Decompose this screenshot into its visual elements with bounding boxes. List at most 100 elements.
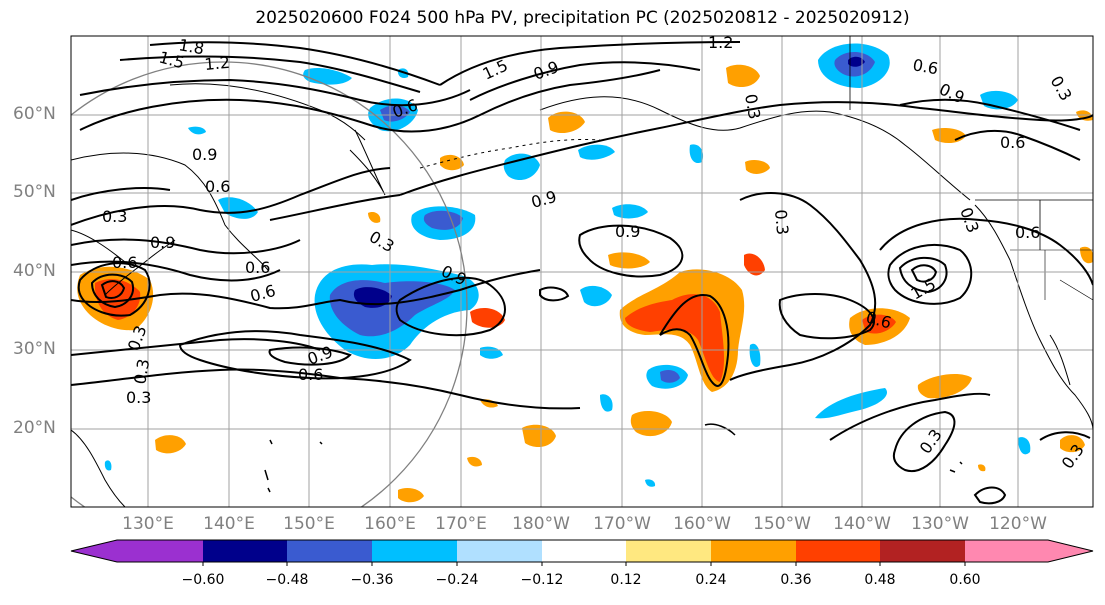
- colorbar-segment: [372, 540, 457, 562]
- plot-title: 2025020600 F024 500 hPa PV, precipitatio…: [255, 8, 910, 28]
- pv-contour: [100, 280, 126, 299]
- pv-contour: [887, 244, 973, 305]
- lon-label: 180°W: [512, 514, 570, 534]
- lon-label: 130°E: [122, 514, 174, 534]
- lon-label: 150°E: [283, 514, 335, 534]
- colorbar-segment: [626, 540, 711, 562]
- precip-positive-area: [917, 374, 972, 399]
- contour-label: 0.6: [911, 55, 939, 78]
- colorbar-tick-label: −0.60: [181, 572, 225, 588]
- pv-contour: [71, 338, 321, 356]
- pv-contour-low-loops: [77, 262, 151, 317]
- colorbar-segment: [711, 540, 796, 562]
- pv-contour: [79, 78, 471, 107]
- precip-positive-area: [625, 294, 725, 382]
- border-us-canada: [849, 36, 1093, 250]
- lon-label: 160°E: [364, 514, 416, 534]
- precip-positive-area: [470, 308, 505, 328]
- precip-negative-area: [380, 105, 410, 122]
- coastline-north-america: [974, 204, 1093, 431]
- precip-positive-area: [1080, 246, 1093, 264]
- precip-negative-area: [815, 388, 888, 419]
- pv-contour: [119, 55, 421, 93]
- contour-label: 1.2: [204, 53, 231, 74]
- precip-positive-area: [368, 212, 381, 223]
- precip-positive-area: [744, 253, 765, 276]
- lat-label: 20°N: [13, 418, 56, 438]
- lon-label: 140°W: [833, 514, 891, 534]
- precip-negative-area: [104, 460, 112, 471]
- precip-negative-area: [612, 204, 648, 219]
- precip-positive-area: [398, 488, 424, 503]
- colorbar-tick-label: 0.12: [610, 572, 642, 588]
- gridlines: [71, 36, 1093, 507]
- lon-label: 160°W: [673, 514, 731, 534]
- lat-label: 40°N: [13, 261, 56, 281]
- precip-negative-area: [645, 479, 656, 487]
- colorbar-segment: [796, 540, 880, 562]
- contour-label: 0.3: [130, 357, 153, 385]
- precip-positive-area: [155, 435, 186, 454]
- colorbar-segment: [880, 540, 965, 562]
- colorbar-segment: [457, 540, 542, 562]
- coastline-baja: [1049, 334, 1071, 386]
- pv-contour: [899, 98, 1081, 131]
- pv-contour: [269, 194, 401, 221]
- contour-label: 0.6: [298, 365, 323, 384]
- colorbar-tick-label: −0.24: [435, 572, 479, 588]
- pv-contour: [71, 167, 391, 226]
- pv-contour: [729, 192, 877, 381]
- pv-contour: [1039, 431, 1091, 441]
- pv-contour: [910, 264, 938, 283]
- coastline-east-asia-south: [71, 429, 126, 507]
- contour-label: 0.3: [126, 388, 151, 407]
- coastlines: [71, 36, 1093, 507]
- coastline-alaska: [539, 96, 971, 201]
- precip-positive-area: [978, 464, 986, 472]
- pv-contours: [71, 41, 1093, 505]
- border-states: [1010, 249, 1093, 301]
- colorbar-tick-label: −0.36: [350, 572, 394, 588]
- precip-positive-area: [467, 456, 482, 467]
- precip-positive-area: [630, 410, 672, 437]
- colorbar-extend-right: [1048, 540, 1093, 562]
- pv-contour: [149, 41, 441, 86]
- pv-contour: [79, 69, 661, 133]
- contour-label: 0.3: [741, 92, 764, 120]
- precip-positive-area: [608, 252, 650, 269]
- lon-label: 170°E: [435, 514, 487, 534]
- precip-positive-area: [94, 279, 141, 320]
- precip-positive-area: [440, 154, 464, 171]
- region-circle: [71, 61, 468, 507]
- lon-label: 170°W: [593, 514, 651, 534]
- contour-label: 0.6: [112, 253, 137, 272]
- contour-label: 1.2: [708, 33, 733, 52]
- pv-contour: [71, 187, 171, 201]
- colorbar-segment: [117, 540, 203, 562]
- colorbar-extend-left: [71, 540, 117, 562]
- contour-label: 1.8: [177, 35, 205, 58]
- lon-label: 130°W: [911, 514, 969, 534]
- colorbar-segment: [965, 540, 1048, 562]
- pv-contour: [659, 293, 730, 387]
- lon-label: 120°W: [989, 514, 1047, 534]
- lat-label: 50°N: [13, 182, 56, 202]
- pv-contour: [469, 61, 701, 101]
- contour-label: 0.9: [615, 222, 640, 241]
- contour-label: 0.6: [205, 177, 230, 196]
- precip-positive-area: [726, 64, 760, 88]
- map-frame: [70, 35, 1094, 508]
- lon-label: 140°E: [203, 514, 255, 534]
- contour-label: 0.3: [771, 209, 792, 236]
- pv-contour: [879, 217, 1093, 286]
- pv-contour: [439, 41, 741, 86]
- lat-label: 30°N: [13, 339, 56, 359]
- precip-negative-area: [848, 56, 865, 67]
- pv-contour: [954, 129, 1081, 161]
- pv-contour: [892, 410, 956, 473]
- coastline-aleutians: [419, 138, 601, 169]
- pv-contour: [71, 238, 301, 255]
- colorbar-tick-label: 0.48: [864, 572, 896, 588]
- precip-negative-area: [580, 285, 612, 307]
